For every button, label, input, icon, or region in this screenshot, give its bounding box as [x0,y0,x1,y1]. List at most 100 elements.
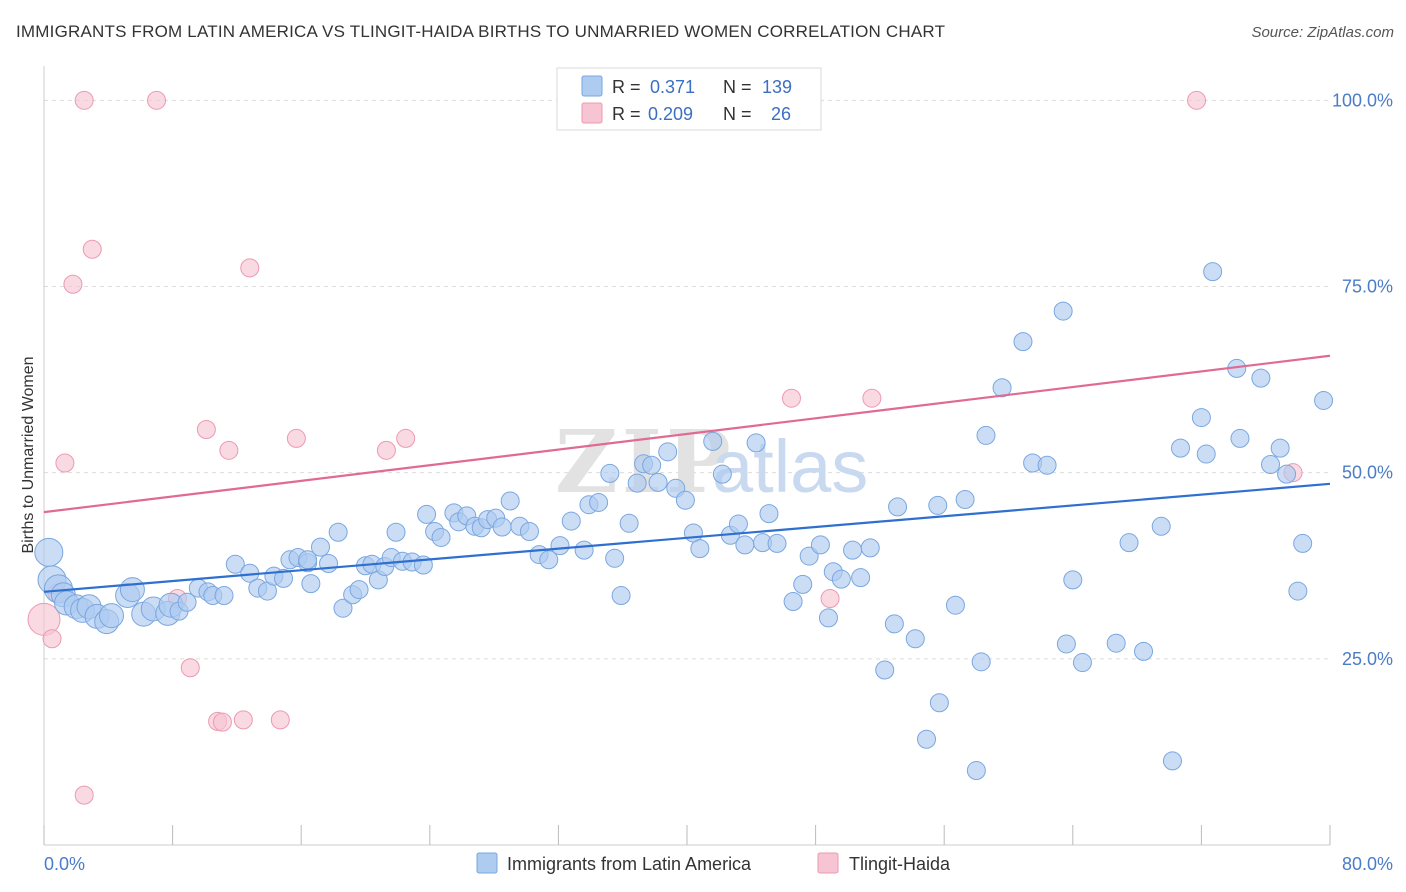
latin-america-point [1162,751,1182,771]
latin-america-point [1053,301,1073,321]
tlingit-haida-point [55,453,75,473]
latin-america-point [945,595,965,615]
tlingit-haida-point [196,419,216,439]
latin-america-point [728,514,748,534]
y-tick-label: 50.0% [1342,463,1393,483]
latin-america-point [1106,633,1126,653]
y-axis-label: Births to Unmarried Women [20,356,37,553]
latin-america-point [690,539,710,559]
latin-america-point [831,569,851,589]
legend-pink-r-label: R = [612,104,641,124]
latin-america-point [1288,581,1308,601]
latin-america-point [1063,570,1083,590]
y-tick-label: 25.0% [1342,649,1393,669]
latin-america-point [1196,444,1216,464]
latin-america-point [955,489,975,509]
latin-america-point [1293,533,1313,553]
latin-america-point [759,504,779,524]
latin-america-point [1314,390,1334,410]
tlingit-haida-trend-line [43,354,1331,514]
latin-america-point [1072,653,1092,673]
latin-america-point [1261,454,1281,474]
latin-america-point [648,472,668,492]
latin-america-point [589,492,609,512]
latin-america-point [550,536,570,556]
latin-america-point [119,577,145,603]
bottom-legend-blue-swatch [476,852,498,874]
latin-america-trend-line [43,482,1331,593]
latin-america-point [810,535,830,555]
tlingit-haida-point [270,710,290,730]
latin-america-point [274,568,294,588]
trend-lines [43,354,1331,593]
legend-blue-r-value: 0.371 [650,77,695,97]
latin-america-point [627,473,647,493]
latin-america-point [605,548,625,568]
bottom-legend-pink-swatch [817,852,839,874]
latin-america-point [1270,438,1290,458]
legend-pink-swatch [581,102,603,124]
latin-america-point [386,522,406,542]
latin-america-point [1191,408,1211,428]
latin-america-point [519,521,539,541]
latin-america-point [225,554,245,574]
latin-america-point [1151,516,1171,536]
chart-source: Source: ZipAtlas.com [1251,24,1394,41]
latin-america-point [851,568,871,588]
latin-america-point [1056,634,1076,654]
tlingit-haida-point [74,785,94,805]
latin-america-point [1230,428,1250,448]
latin-america-point [214,586,234,606]
watermark-atlas: atlas [712,425,868,508]
latin-america-point [675,490,695,510]
latin-america-point [301,574,321,594]
latin-america-point [783,591,803,611]
latin-america-point [417,504,437,524]
latin-america-point [34,537,64,567]
latin-america-point [888,497,908,517]
stats-legend: R = 0.371 N = 139 R = 0.209 N = 26 [556,67,822,131]
tlingit-haida-point [82,239,102,259]
latin-america-point [99,603,125,629]
latin-america-point [1251,368,1271,388]
latin-america-point [793,574,813,594]
x-tick-labels: 0.0% 80.0% [44,854,1393,874]
legend-pink-n-label: N = [723,104,752,124]
latin-america-point [658,442,678,462]
latin-america-point [703,431,723,451]
legend-blue-n-value: 139 [762,77,792,97]
latin-america-point [966,761,986,781]
tlingit-haida-point [240,258,260,278]
tlingit-haida-point [219,440,239,460]
tlingit-haida-point [42,629,62,649]
latin-america-point [539,550,559,570]
latin-america-point [767,533,787,553]
latin-america-point [1134,641,1154,661]
legend-blue-n-label: N = [723,77,752,97]
latin-america-point [1171,438,1191,458]
latin-america-point [431,527,451,547]
axes [43,66,1331,846]
latin-america-point [642,455,662,475]
series-legend: Immigrants from Latin America Tlingit-Ha… [476,852,951,874]
latin-america-point [1037,455,1057,475]
latin-america-point [712,464,732,484]
tlingit-haida-point [180,658,200,678]
latin-america-point [917,729,937,749]
latin-america-point [860,538,880,558]
bottom-legend-pink-label: Tlingit-Haida [849,854,951,874]
latin-america-point [1203,262,1223,282]
legend-pink-r-value: 0.209 [648,104,693,124]
bottom-legend-blue-label: Immigrants from Latin America [507,854,752,874]
tlingit-haida-point [286,428,306,448]
latin-america-point [600,463,620,483]
latin-america-point [1119,533,1139,553]
latin-america-point [561,511,581,531]
tlingit-haida-point [862,388,882,408]
latin-america-point [333,598,353,618]
tlingit-haida-point [147,90,167,110]
latin-america-point [976,425,996,445]
latin-america-point [875,660,895,680]
latin-america-point [992,378,1012,398]
